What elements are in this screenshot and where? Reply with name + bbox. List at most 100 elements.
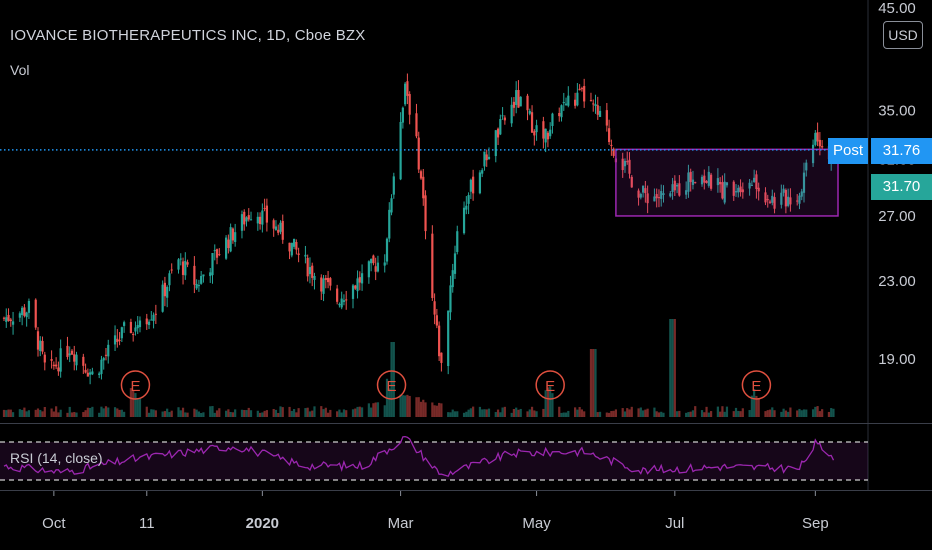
candle bbox=[594, 104, 597, 107]
volume-bar bbox=[519, 408, 522, 417]
volume-bar bbox=[755, 395, 758, 417]
volume-bar bbox=[589, 349, 593, 417]
volume-bar bbox=[596, 412, 599, 417]
candle bbox=[741, 189, 744, 193]
candle bbox=[2, 317, 6, 319]
volume-bar bbox=[787, 411, 790, 417]
volume-bar bbox=[304, 408, 307, 417]
candle bbox=[338, 304, 341, 306]
candle bbox=[707, 171, 710, 186]
candle bbox=[374, 266, 377, 272]
candle bbox=[211, 252, 214, 276]
candle bbox=[297, 253, 300, 255]
volume-bar bbox=[419, 401, 423, 417]
time-tick-label: Jul bbox=[665, 515, 684, 532]
candle bbox=[202, 274, 205, 277]
rsi-band bbox=[0, 442, 868, 480]
candle bbox=[576, 92, 579, 106]
volume-bar bbox=[297, 408, 300, 417]
volume-bar bbox=[705, 406, 708, 417]
candle bbox=[256, 216, 259, 224]
candle bbox=[213, 250, 216, 252]
candle bbox=[687, 172, 690, 192]
candle bbox=[27, 300, 31, 313]
candle bbox=[499, 118, 502, 135]
candle bbox=[218, 254, 221, 256]
volume-bar bbox=[57, 412, 60, 417]
volume-bar bbox=[655, 411, 658, 417]
volume-bar bbox=[517, 409, 520, 417]
rsi-pane bbox=[0, 435, 868, 481]
candle bbox=[494, 130, 497, 157]
candle bbox=[768, 201, 772, 203]
candle bbox=[272, 220, 275, 229]
volume-bar bbox=[7, 409, 10, 417]
candle bbox=[440, 352, 443, 363]
volume-bar bbox=[741, 408, 744, 417]
candle bbox=[75, 354, 78, 366]
candle bbox=[193, 265, 196, 285]
candle bbox=[73, 354, 76, 362]
volume-bar bbox=[621, 408, 624, 417]
volume-bar bbox=[358, 406, 361, 417]
candle bbox=[567, 95, 570, 106]
volume-bar bbox=[113, 407, 117, 417]
candle bbox=[691, 179, 695, 185]
volume-bar bbox=[181, 407, 185, 417]
earnings-circle bbox=[120, 370, 151, 400]
candle bbox=[147, 321, 151, 326]
candle bbox=[800, 191, 803, 197]
candle bbox=[641, 185, 645, 193]
candle bbox=[306, 257, 309, 277]
volume-bar bbox=[628, 409, 631, 417]
volume-bar bbox=[123, 411, 126, 417]
candle bbox=[798, 195, 801, 204]
candle bbox=[462, 207, 466, 234]
candle bbox=[25, 312, 28, 318]
candle bbox=[161, 284, 164, 312]
candle bbox=[623, 160, 627, 167]
volume-bar bbox=[23, 407, 26, 417]
candle bbox=[57, 367, 60, 372]
volume-bar bbox=[422, 399, 425, 417]
post-market-label: Post bbox=[828, 138, 868, 164]
volume-bar bbox=[653, 407, 656, 417]
candle bbox=[583, 86, 586, 102]
volume-bar bbox=[662, 412, 665, 417]
candle bbox=[399, 121, 402, 180]
volume-bar bbox=[528, 409, 531, 417]
candle bbox=[263, 208, 266, 210]
candle bbox=[596, 105, 599, 115]
volume-bar bbox=[249, 410, 253, 417]
candle bbox=[438, 325, 441, 357]
candle bbox=[372, 255, 375, 264]
volume-bar bbox=[290, 410, 293, 417]
candle bbox=[150, 319, 153, 321]
candle bbox=[390, 198, 393, 213]
candle bbox=[517, 90, 520, 108]
candle bbox=[247, 215, 250, 220]
candle bbox=[626, 161, 629, 163]
candle bbox=[485, 154, 488, 161]
volume-bar bbox=[229, 411, 232, 417]
volume-bar bbox=[417, 397, 420, 417]
candle bbox=[782, 188, 785, 193]
candle bbox=[129, 321, 133, 334]
candle bbox=[472, 176, 475, 194]
volume-bar bbox=[433, 405, 436, 417]
candle bbox=[419, 171, 423, 179]
currency-button[interactable]: USD bbox=[883, 21, 923, 49]
volume-bar bbox=[73, 411, 76, 417]
candle bbox=[653, 196, 656, 202]
candle bbox=[689, 171, 692, 183]
volume-bar bbox=[503, 406, 506, 417]
volume-bar bbox=[451, 409, 454, 417]
volume-bar bbox=[342, 409, 346, 417]
candle bbox=[104, 354, 108, 356]
volume-bar bbox=[91, 406, 94, 417]
volume-bar bbox=[195, 409, 198, 417]
candle bbox=[818, 139, 821, 147]
candle bbox=[456, 231, 459, 252]
volume-bar bbox=[564, 412, 568, 417]
